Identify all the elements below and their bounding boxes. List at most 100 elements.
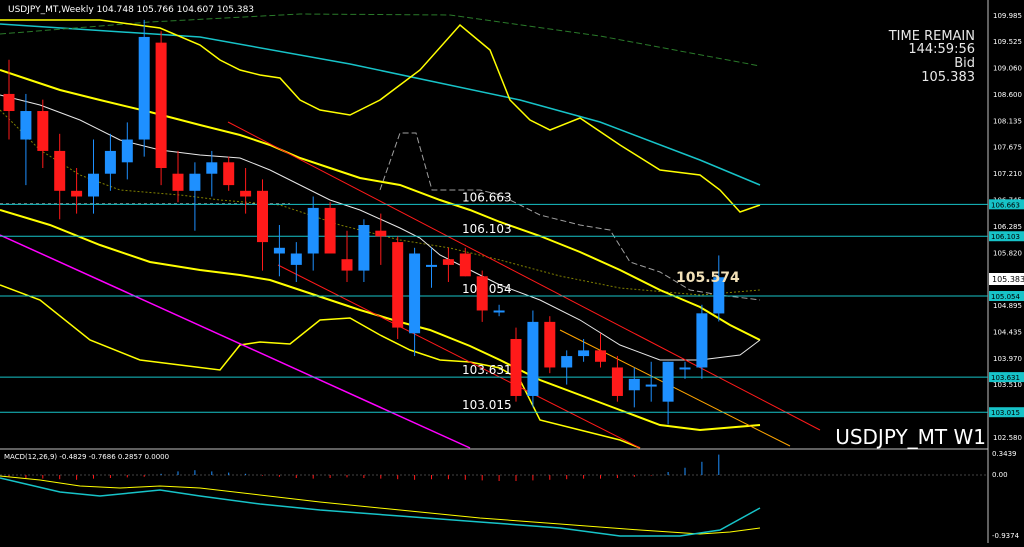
candle-body: [392, 242, 404, 328]
moving-average-white: [0, 94, 761, 361]
candle-body: [409, 253, 421, 334]
price-tick-label: 102.580: [993, 434, 1022, 442]
ichimoku-dashed: [379, 132, 761, 301]
candle-body: [324, 207, 336, 254]
candle-body: [527, 321, 539, 396]
candle-body: [138, 36, 150, 140]
macd-label-low: -0.9374: [992, 532, 1020, 540]
price-tick-label: 106.285: [993, 223, 1022, 231]
candle-body: [375, 230, 387, 237]
candle-body: [20, 111, 32, 140]
price-tick-label: 103.970: [993, 355, 1022, 363]
candle-body: [37, 111, 49, 151]
price-tick-label: 109.060: [993, 65, 1022, 73]
candle-body: [104, 150, 116, 174]
level-price-tag: 103.015: [991, 409, 1020, 417]
price-tick-label: 103.510: [993, 381, 1022, 389]
candle-body: [679, 367, 691, 370]
level-label: 106.103: [462, 222, 512, 236]
macd-pane[interactable]: MACD(12,26,9) -0.4829 -0.7686 0.2857 0.0…: [0, 450, 1020, 540]
candle-body: [240, 190, 252, 197]
bid-value: 105.383: [921, 70, 975, 85]
bollinger-lower: [0, 209, 761, 432]
candle-body: [257, 190, 268, 243]
candle-body: [611, 367, 623, 396]
candle-body: [696, 313, 708, 368]
candle-body: [273, 247, 285, 254]
candle-body: [155, 42, 167, 169]
channel-upper-line: [227, 121, 821, 431]
candle-body: [713, 277, 725, 314]
candle-body: [645, 384, 657, 387]
level-price-tag-bg: [989, 291, 1024, 302]
level-price-tag: 103.631: [991, 374, 1020, 382]
price-scale: 109.985 109.525 109.060 108.600 108.135 107.6…: [989, 12, 1024, 442]
chart-header: USDJPY_MT,Weekly 104.748 105.766 104.607…: [8, 5, 254, 15]
candle-body: [459, 253, 471, 277]
level-price-tag-bg: [989, 407, 1024, 418]
candle-body: [544, 321, 556, 368]
price-tick-label: 108.135: [993, 117, 1022, 125]
candle-body: [290, 253, 302, 265]
price-annotation: 105.574: [676, 270, 740, 286]
moving-average-cyan: [0, 23, 761, 186]
candle-body: [307, 207, 319, 254]
price-tick-label: 109.525: [993, 38, 1022, 46]
level-price-tag-bg: [989, 231, 1024, 242]
level-price-tag: 105.054: [991, 293, 1020, 301]
candle-body: [189, 173, 201, 191]
bollinger-middle: [0, 69, 761, 341]
candle-body: [662, 361, 674, 402]
macd-signal-line: [0, 475, 761, 535]
candle-body: [595, 350, 606, 362]
level-price-tag: 106.103: [991, 233, 1020, 241]
macd-label-high: 0.3439: [992, 450, 1017, 458]
current-price-tag: 105.383: [992, 275, 1024, 284]
candle-body: [121, 139, 133, 163]
symbol-watermark: USDJPY_MT W1: [835, 425, 986, 449]
candle-body: [358, 225, 370, 271]
candle-body: [172, 173, 184, 191]
candle-body: [578, 350, 590, 357]
channel-lower-line: [277, 264, 641, 449]
level-price-tag-bg: [989, 372, 1024, 383]
level-label: 106.663: [462, 190, 512, 204]
candle-body: [510, 338, 522, 396]
level-price-tag: 106.663: [991, 201, 1020, 209]
candle-body: [476, 276, 488, 311]
candlesticks: [3, 19, 725, 425]
candle-body: [206, 162, 218, 174]
candle-body: [88, 173, 99, 197]
candle-body: [442, 259, 454, 265]
price-tick-label: 108.600: [993, 91, 1022, 99]
macd-label-zero: 0.00: [992, 471, 1008, 479]
orange-trendline: [559, 329, 791, 447]
current-price-tag-bg: [989, 273, 1024, 285]
price-tick-label: 109.985: [993, 12, 1022, 20]
candle-body: [628, 378, 640, 391]
macd-main-line: [0, 477, 761, 537]
price-tick-label: 104.895: [993, 302, 1022, 310]
candle-body: [426, 264, 437, 267]
bid-label: Bid: [954, 56, 975, 71]
time-remain-label: TIME REMAIN: [888, 29, 975, 44]
macd-header: MACD(12,26,9) -0.4829 -0.7686 0.2857 0.0…: [4, 453, 169, 461]
price-tick-label: 107.210: [993, 170, 1022, 178]
candle-body: [341, 259, 353, 271]
candle-body: [561, 356, 573, 368]
candle-body: [223, 162, 235, 186]
candle-body: [493, 310, 505, 313]
time-remain-value: 144:59:56: [908, 42, 975, 57]
candle-body: [71, 190, 83, 197]
level-label: 103.015: [462, 398, 512, 412]
price-tick-label: 105.820: [993, 249, 1022, 257]
level-price-tag-bg: [989, 199, 1024, 210]
price-tick-label: 107.675: [993, 144, 1022, 152]
envelope-upper: [0, 19, 761, 213]
level-label: 103.631: [462, 363, 512, 377]
candle-body: [3, 93, 15, 112]
candle-body: [54, 150, 66, 191]
